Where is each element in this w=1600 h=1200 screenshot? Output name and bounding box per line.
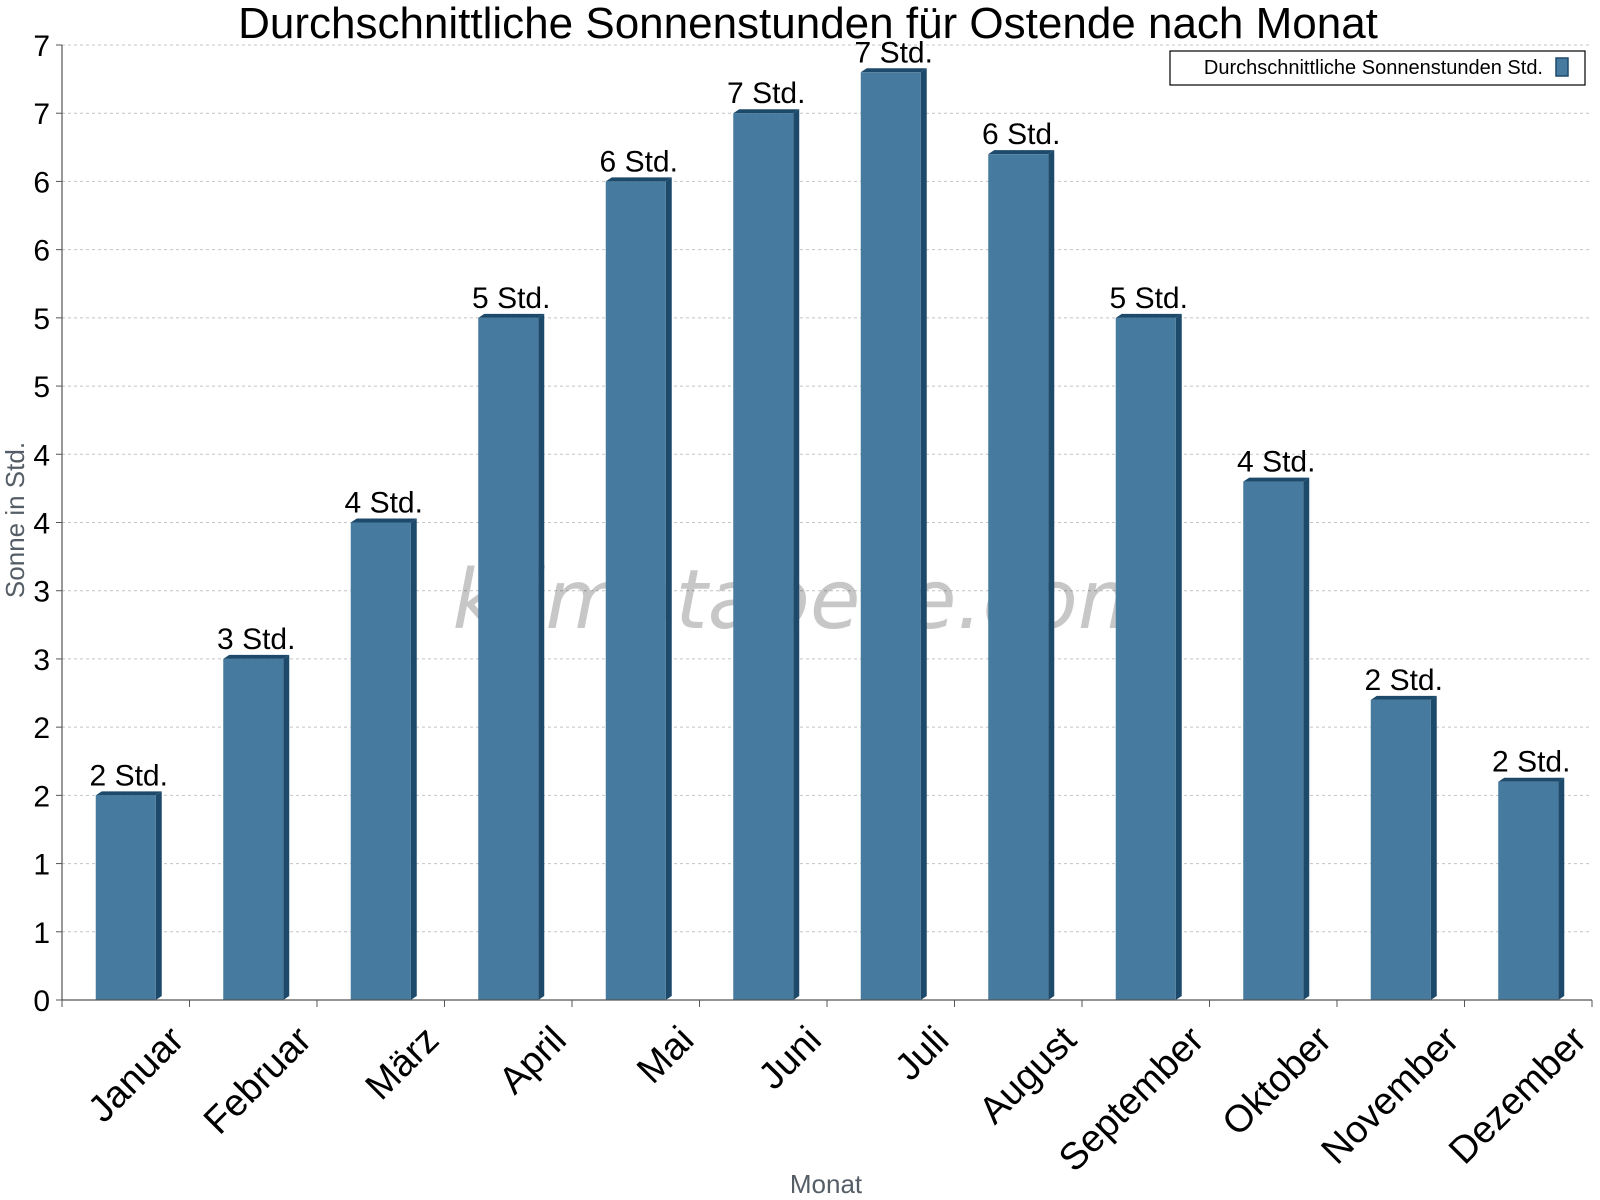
bar-top xyxy=(1243,477,1310,482)
x-tick-label: März xyxy=(358,1019,447,1108)
x-tick-label: Januar xyxy=(80,1019,192,1131)
bar xyxy=(860,72,921,1001)
x-tick-label: Juli xyxy=(887,1019,957,1089)
data-label: 5 Std. xyxy=(472,282,550,315)
bar-side xyxy=(1430,695,1437,1000)
data-label: 2 Std. xyxy=(1492,746,1570,779)
bar xyxy=(1498,781,1559,1000)
y-tick-label: 0 xyxy=(33,985,50,1018)
x-tick-label: Oktober xyxy=(1214,1019,1340,1145)
bar-side xyxy=(920,68,927,1001)
x-tick-label: Mai xyxy=(629,1019,702,1092)
x-tick-label: August xyxy=(971,1019,1085,1133)
y-tick-label: 2 xyxy=(33,712,50,745)
bar-top xyxy=(1370,695,1437,700)
y-tick-label: 5 xyxy=(33,371,50,404)
bar-side xyxy=(538,313,545,1000)
bar xyxy=(1115,317,1176,1000)
bar-top xyxy=(988,150,1055,155)
data-label: 4 Std. xyxy=(345,487,423,520)
bar xyxy=(478,317,539,1000)
bar-side xyxy=(1303,477,1310,1001)
y-axis-label: Sonne in Std. xyxy=(0,442,30,598)
y-tick-label: 4 xyxy=(33,439,50,472)
bar-top xyxy=(350,518,417,523)
bar-top xyxy=(1498,777,1565,782)
x-tick-label: Juni xyxy=(751,1019,830,1098)
legend-swatch xyxy=(1555,57,1569,77)
y-tick-label: 6 xyxy=(33,235,50,268)
y-tick-label: 6 xyxy=(33,166,50,199)
x-tick-label: Februar xyxy=(196,1019,320,1143)
bar-side xyxy=(1048,150,1055,1001)
bar-side xyxy=(410,518,417,1000)
bar-side xyxy=(665,177,672,1000)
bar-side xyxy=(793,109,800,1000)
data-label: 5 Std. xyxy=(1110,282,1188,315)
data-labels: 2 Std. 3 Std. 4 Std. 5 Std. 6 Std. 7 Std. 7 St… xyxy=(90,36,1571,792)
bar-side xyxy=(283,654,290,1000)
y-tick-label: 3 xyxy=(33,644,50,677)
data-label: 7 Std. xyxy=(727,77,805,110)
x-tick-label: Dezember xyxy=(1441,1019,1595,1173)
bar xyxy=(1370,699,1431,1000)
bar-top xyxy=(860,68,927,73)
legend: Durchschnittliche Sonnenstunden Std. xyxy=(1169,50,1586,86)
y-tick-label: 3 xyxy=(33,576,50,609)
bar xyxy=(1243,481,1304,1001)
bar-top xyxy=(95,791,162,796)
legend-entry-label: Durchschnittliche Sonnenstunden Std. xyxy=(1204,57,1543,79)
y-tick-label: 1 xyxy=(33,849,50,882)
data-label: 4 Std. xyxy=(1237,446,1315,479)
bar xyxy=(988,154,1049,1001)
y-tick-label: 5 xyxy=(33,303,50,336)
bars xyxy=(95,68,1565,1001)
data-label: 2 Std. xyxy=(90,759,168,792)
grid-lines xyxy=(62,44,1592,933)
bar-top xyxy=(478,313,545,318)
legend-box xyxy=(1169,50,1586,86)
data-label: 6 Std. xyxy=(600,145,678,178)
x-axis-label: Monat xyxy=(790,1169,863,1199)
bar xyxy=(95,795,156,1000)
bar-side xyxy=(155,791,162,1000)
x-tick-label: November xyxy=(1314,1019,1468,1173)
bar-top xyxy=(605,177,672,182)
bar xyxy=(605,181,666,1000)
bar-side xyxy=(1558,777,1565,1000)
data-label: 3 Std. xyxy=(217,623,295,656)
bar-side xyxy=(1175,313,1182,1000)
chart-title: Durchschnittliche Sonnenstunden für Oste… xyxy=(238,0,1378,48)
bar xyxy=(350,522,411,1000)
bar-top xyxy=(1115,313,1182,318)
y-tick-label: 7 xyxy=(33,30,50,63)
bar-top xyxy=(733,109,800,114)
bar xyxy=(733,113,794,1000)
y-tick-label: 4 xyxy=(33,508,50,541)
data-label: 6 Std. xyxy=(982,118,1060,151)
data-label: 2 Std. xyxy=(1365,664,1443,697)
data-label: 7 Std. xyxy=(855,36,933,69)
y-tick-label: 1 xyxy=(33,917,50,950)
bar xyxy=(223,658,284,1000)
bar-top xyxy=(223,654,290,659)
y-tick-label: 2 xyxy=(33,780,50,813)
x-tick-label: April xyxy=(491,1019,574,1102)
y-tick-label: 7 xyxy=(33,98,50,131)
